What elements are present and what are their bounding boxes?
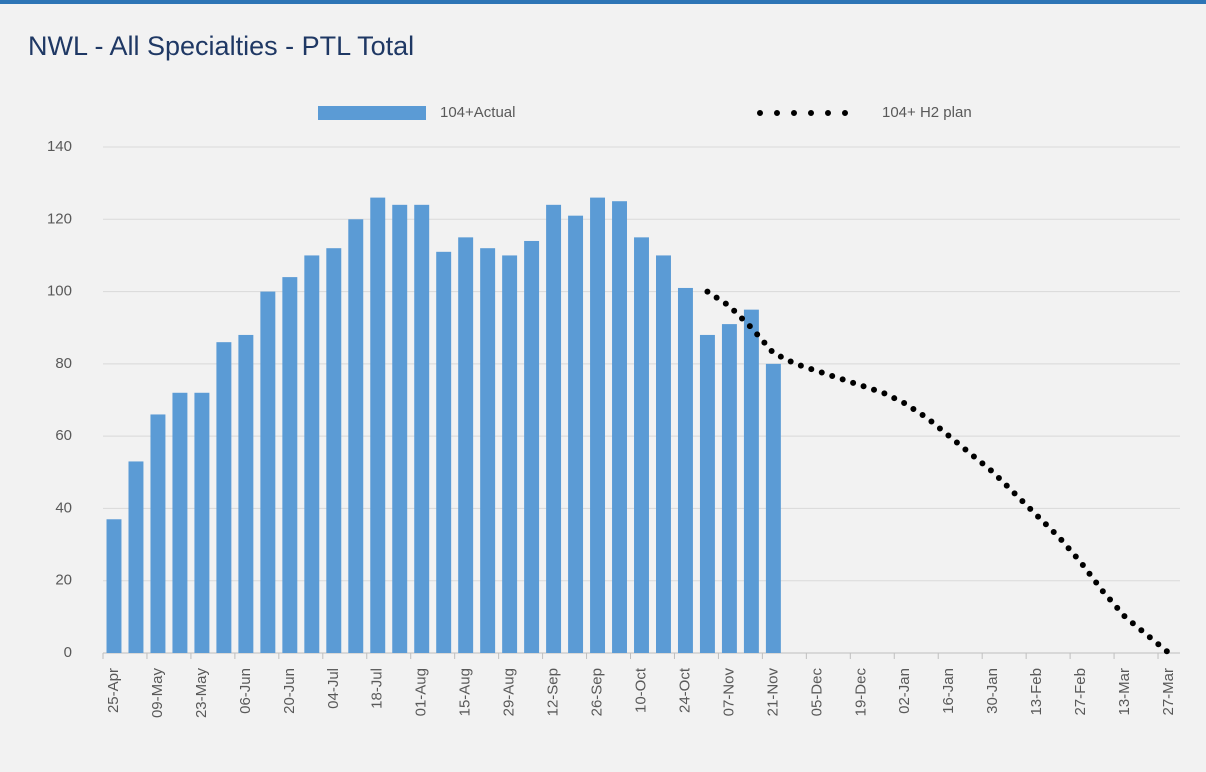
bar [414,204,430,654]
x-tick-label: 16-Jan [940,668,957,714]
bar [260,291,276,653]
bar [765,363,781,653]
x-tick-label: 13-Feb [1028,668,1045,716]
legend-label: 104+Actual [440,104,515,121]
x-tick-label: 13-Mar [1116,668,1133,716]
bar [634,237,649,653]
y-tick-label: 80 [55,355,72,372]
bar [304,255,320,653]
bar [590,197,606,653]
x-tick-label: 19-Dec [852,668,869,717]
bar [238,334,254,653]
bar [436,251,452,654]
x-tick-label: 05-Dec [808,668,825,717]
y-tick-label: 100 [47,283,72,300]
y-tick-label: 140 [47,138,72,155]
bar [612,201,627,653]
x-tick-label: 15-Aug [457,668,474,716]
x-tick-label: 20-Jun [281,668,298,714]
x-tick-label: 30-Jan [984,668,1001,714]
bar [326,248,342,653]
bar [677,287,693,653]
y-tick-label: 120 [47,210,72,227]
x-tick-label: 18-Jul [369,668,386,709]
x-tick-label: 09-May [149,668,166,719]
bar [128,461,144,653]
x-tick-label: 23-May [193,668,210,719]
y-tick-label: 60 [55,427,72,444]
bar [656,255,671,653]
x-tick-label: 01-Aug [413,668,430,716]
y-tick-label: 40 [55,499,72,516]
bar [282,277,298,653]
bar [699,334,715,653]
bar [524,240,540,653]
x-tick-label: 21-Nov [764,668,781,717]
bar [172,392,188,653]
bar [568,215,584,653]
x-tick-label: 27-Feb [1072,668,1089,716]
bar [150,414,166,653]
bar [502,255,518,653]
x-tick-label: 04-Jul [325,668,342,709]
bar [743,309,759,653]
x-tick-label: 06-Jun [237,668,254,714]
x-tick-label: 25-Apr [105,668,122,713]
bar [348,219,364,654]
x-tick-label: 12-Sep [545,668,562,716]
bar [106,519,122,653]
bar [216,342,232,653]
bar [392,204,408,654]
bar [546,204,562,654]
y-tick-label: 0 [64,644,72,661]
y-tick-label: 20 [55,572,72,589]
x-tick-label: 29-Aug [501,668,518,716]
x-tick-label: 27-Mar [1160,668,1177,716]
plan-line [704,288,1173,656]
x-tick-label: 02-Jan [896,668,913,714]
legend-label: 104+ H2 plan [882,104,972,121]
legend-swatch [318,106,426,120]
bar [458,237,474,653]
x-tick-label: 10-Oct [632,667,649,713]
chart-title: NWL - All Specialties - PTL Total [28,31,414,61]
bar [721,324,737,653]
x-tick-label: 07-Nov [720,668,737,717]
top-border [0,0,1206,4]
bar [370,197,386,653]
bar [480,248,496,653]
x-tick-label: 24-Oct [676,667,693,713]
x-tick-label: 26-Sep [589,668,606,716]
bar [194,392,210,653]
